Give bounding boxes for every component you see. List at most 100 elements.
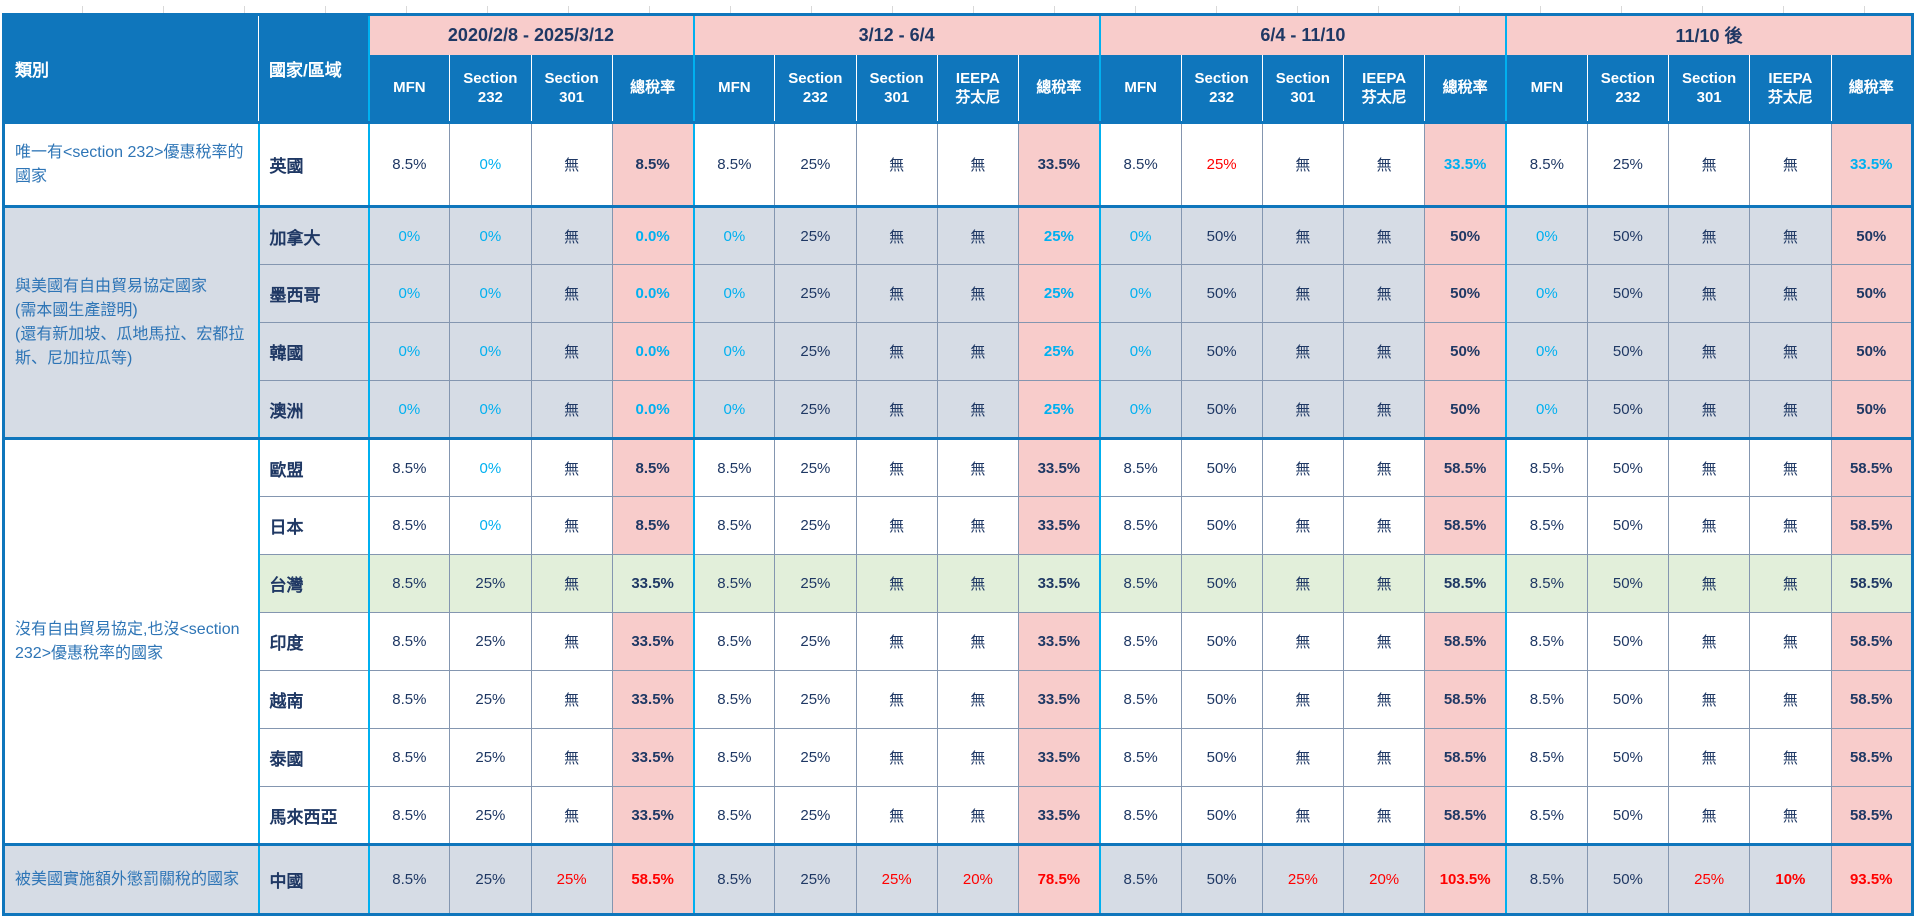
tariff-cell[interactable]: 無 xyxy=(1342,322,1426,381)
category-cell[interactable]: 唯一有<section 232>優惠稅率的國家 xyxy=(3,121,259,207)
tariff-cell[interactable]: 50% xyxy=(1586,843,1670,915)
tariff-cell[interactable]: 8.5% xyxy=(692,612,776,671)
tariff-cell[interactable]: 8.5% xyxy=(1098,612,1182,671)
tariff-cell[interactable]: 25% xyxy=(449,843,532,915)
country-cell[interactable]: 泰國 xyxy=(257,728,370,787)
tariff-cell[interactable]: 0% xyxy=(692,380,776,439)
tariff-cell[interactable]: 25% xyxy=(449,728,532,787)
total-tariff-cell[interactable]: 0.0% xyxy=(611,264,695,323)
tariff-cell[interactable]: 8.5% xyxy=(692,554,776,613)
tariff-cell[interactable]: 無 xyxy=(855,786,938,845)
tariff-cell[interactable]: 25% xyxy=(774,612,857,671)
total-tariff-cell[interactable]: 58.5% xyxy=(1830,554,1913,613)
total-tariff-cell[interactable]: 58.5% xyxy=(1830,437,1913,497)
total-tariff-cell[interactable]: 58.5% xyxy=(1830,786,1913,845)
total-tariff-cell[interactable]: 25% xyxy=(1017,264,1101,323)
tariff-cell[interactable]: 0% xyxy=(692,205,776,265)
total-tariff-cell[interactable]: 0.0% xyxy=(611,380,695,439)
country-cell[interactable]: 加拿大 xyxy=(257,205,370,265)
tariff-cell[interactable]: 無 xyxy=(1261,670,1345,729)
tariff-cell[interactable]: 無 xyxy=(1667,322,1751,381)
tariff-cell[interactable]: 0% xyxy=(1098,322,1182,381)
tariff-cell[interactable]: 8.5% xyxy=(692,786,776,845)
tariff-cell[interactable]: 50% xyxy=(1180,496,1263,555)
country-cell[interactable]: 韓國 xyxy=(257,322,370,381)
tariff-cell[interactable]: 50% xyxy=(1180,264,1263,323)
total-tariff-cell[interactable]: 33.5% xyxy=(1830,121,1913,207)
tariff-cell[interactable]: 0% xyxy=(449,121,532,207)
total-tariff-cell[interactable]: 25% xyxy=(1017,380,1101,439)
total-tariff-cell[interactable]: 58.5% xyxy=(1424,437,1507,497)
total-tariff-cell[interactable]: 33.5% xyxy=(611,786,695,845)
tariff-cell[interactable]: 0% xyxy=(692,264,776,323)
tariff-cell[interactable]: 無 xyxy=(530,554,613,613)
tariff-cell[interactable]: 50% xyxy=(1586,670,1670,729)
tariff-cell[interactable]: 無 xyxy=(1667,437,1751,497)
country-cell[interactable]: 日本 xyxy=(257,496,370,555)
tariff-cell[interactable]: 25% xyxy=(774,554,857,613)
tariff-cell[interactable]: 50% xyxy=(1586,554,1670,613)
tariff-cell[interactable]: 無 xyxy=(530,264,613,323)
column-header[interactable]: Section 232 xyxy=(1586,54,1670,123)
tariff-cell[interactable]: 無 xyxy=(1261,437,1345,497)
tariff-cell[interactable]: 0% xyxy=(449,205,532,265)
tariff-cell[interactable]: 無 xyxy=(1667,264,1751,323)
tariff-cell[interactable]: 8.5% xyxy=(692,496,776,555)
tariff-cell[interactable]: 0% xyxy=(1098,205,1182,265)
tariff-cell[interactable]: 0% xyxy=(1504,380,1588,439)
tariff-cell[interactable]: 25% xyxy=(774,264,857,323)
tariff-cell[interactable]: 無 xyxy=(530,496,613,555)
tariff-cell[interactable]: 25% xyxy=(1667,843,1751,915)
tariff-cell[interactable]: 無 xyxy=(1261,612,1345,671)
tariff-cell[interactable]: 無 xyxy=(1342,612,1426,671)
tariff-cell[interactable]: 50% xyxy=(1586,264,1670,323)
tariff-cell[interactable]: 8.5% xyxy=(1504,728,1588,787)
tariff-cell[interactable]: 無 xyxy=(1667,380,1751,439)
tariff-cell[interactable]: 25% xyxy=(774,322,857,381)
tariff-cell[interactable]: 無 xyxy=(1749,380,1832,439)
tariff-cell[interactable]: 8.5% xyxy=(692,437,776,497)
tariff-cell[interactable]: 25% xyxy=(530,843,613,915)
tariff-cell[interactable]: 25% xyxy=(1261,843,1345,915)
tariff-cell[interactable]: 無 xyxy=(1749,670,1832,729)
tariff-cell[interactable]: 8.5% xyxy=(367,496,451,555)
tariff-cell[interactable]: 無 xyxy=(855,437,938,497)
tariff-cell[interactable]: 25% xyxy=(774,843,857,915)
tariff-cell[interactable]: 0% xyxy=(449,437,532,497)
total-tariff-cell[interactable]: 0.0% xyxy=(611,205,695,265)
column-header[interactable]: MFN xyxy=(1504,54,1588,123)
category-cell[interactable]: 與美國有自由貿易協定國家 (需本國生產證明) (還有新加坡、瓜地馬拉、宏都拉斯、… xyxy=(3,205,259,439)
tariff-cell[interactable]: 50% xyxy=(1180,786,1263,845)
column-header[interactable]: IEEPA 芬太尼 xyxy=(1749,54,1832,123)
tariff-cell[interactable]: 無 xyxy=(936,322,1020,381)
total-tariff-cell[interactable]: 50% xyxy=(1424,264,1507,323)
tariff-cell[interactable]: 8.5% xyxy=(1504,554,1588,613)
tariff-cell[interactable]: 無 xyxy=(1749,437,1832,497)
total-tariff-cell[interactable]: 33.5% xyxy=(1017,121,1101,207)
tariff-cell[interactable]: 無 xyxy=(1261,496,1345,555)
tariff-cell[interactable]: 無 xyxy=(1261,264,1345,323)
tariff-cell[interactable]: 8.5% xyxy=(367,437,451,497)
tariff-cell[interactable]: 無 xyxy=(936,264,1020,323)
column-header[interactable]: Section 232 xyxy=(774,54,857,123)
tariff-cell[interactable]: 無 xyxy=(1667,554,1751,613)
tariff-cell[interactable]: 無 xyxy=(1342,670,1426,729)
tariff-cell[interactable]: 無 xyxy=(1667,612,1751,671)
tariff-cell[interactable]: 無 xyxy=(936,380,1020,439)
total-tariff-cell[interactable]: 50% xyxy=(1424,380,1507,439)
tariff-cell[interactable]: 無 xyxy=(1342,554,1426,613)
total-tariff-cell[interactable]: 58.5% xyxy=(1830,670,1913,729)
tariff-cell[interactable]: 無 xyxy=(1749,612,1832,671)
total-tariff-cell[interactable]: 58.5% xyxy=(1830,496,1913,555)
total-tariff-cell[interactable]: 33.5% xyxy=(611,554,695,613)
total-tariff-cell[interactable]: 103.5% xyxy=(1424,843,1507,915)
tariff-cell[interactable]: 0% xyxy=(449,322,532,381)
tariff-cell[interactable]: 8.5% xyxy=(367,786,451,845)
tariff-cell[interactable]: 0% xyxy=(1504,322,1588,381)
tariff-cell[interactable]: 無 xyxy=(1749,554,1832,613)
tariff-cell[interactable]: 50% xyxy=(1586,205,1670,265)
tariff-cell[interactable]: 8.5% xyxy=(367,843,451,915)
column-header[interactable]: Section 232 xyxy=(1180,54,1263,123)
tariff-cell[interactable]: 無 xyxy=(936,670,1020,729)
tariff-cell[interactable]: 50% xyxy=(1180,843,1263,915)
